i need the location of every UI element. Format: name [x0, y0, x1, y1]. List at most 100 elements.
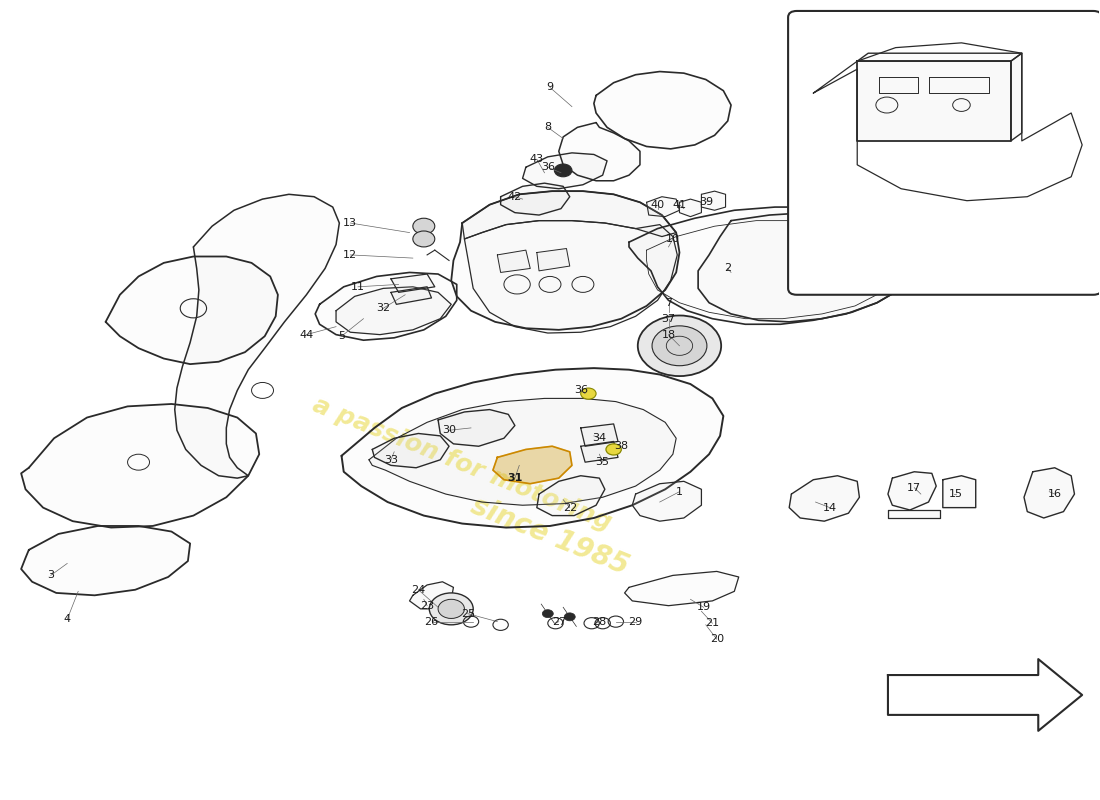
- Polygon shape: [451, 191, 680, 330]
- Text: 22: 22: [562, 502, 576, 513]
- Text: 24: 24: [411, 585, 426, 594]
- Polygon shape: [680, 199, 702, 217]
- Text: 2: 2: [724, 263, 732, 274]
- Text: 33: 33: [384, 454, 398, 465]
- Text: 8: 8: [544, 122, 551, 132]
- Polygon shape: [1011, 54, 1022, 141]
- Polygon shape: [368, 398, 676, 506]
- Polygon shape: [336, 286, 451, 334]
- Polygon shape: [594, 71, 732, 149]
- FancyBboxPatch shape: [788, 11, 1100, 294]
- Polygon shape: [390, 274, 435, 292]
- Text: 17: 17: [908, 482, 922, 493]
- Text: 20: 20: [710, 634, 724, 644]
- Polygon shape: [537, 249, 570, 271]
- Text: 19: 19: [696, 602, 711, 612]
- Text: 3: 3: [47, 570, 54, 580]
- Text: 41: 41: [672, 200, 686, 210]
- Circle shape: [652, 326, 707, 366]
- Text: since 1985: since 1985: [468, 491, 632, 580]
- Polygon shape: [857, 61, 1011, 141]
- Polygon shape: [559, 122, 640, 181]
- Polygon shape: [341, 368, 724, 527]
- Text: 21: 21: [705, 618, 719, 628]
- Polygon shape: [888, 472, 936, 510]
- Text: 42: 42: [508, 192, 522, 202]
- Text: 7: 7: [664, 298, 672, 308]
- Text: 43: 43: [530, 154, 543, 164]
- Text: 12: 12: [343, 250, 358, 260]
- Circle shape: [581, 388, 596, 399]
- Text: 31: 31: [507, 473, 522, 483]
- Text: 15: 15: [949, 489, 962, 499]
- Polygon shape: [702, 191, 726, 210]
- Text: 38: 38: [614, 442, 628, 451]
- Polygon shape: [372, 434, 449, 468]
- Polygon shape: [943, 476, 976, 508]
- Text: a passion for motoring: a passion for motoring: [309, 393, 615, 535]
- Text: 10: 10: [666, 234, 680, 244]
- Circle shape: [412, 218, 434, 234]
- Circle shape: [412, 231, 434, 247]
- Text: 1: 1: [676, 486, 683, 497]
- Text: 11: 11: [351, 282, 365, 292]
- Polygon shape: [390, 286, 431, 304]
- Text: 29: 29: [628, 617, 642, 626]
- Polygon shape: [1024, 468, 1075, 518]
- Text: 37: 37: [661, 314, 675, 324]
- Text: 34: 34: [592, 434, 606, 443]
- Text: 35: 35: [596, 457, 609, 467]
- Circle shape: [667, 336, 693, 355]
- Polygon shape: [857, 54, 1022, 61]
- Polygon shape: [625, 571, 739, 606]
- Text: 5: 5: [338, 331, 345, 342]
- Polygon shape: [629, 207, 921, 324]
- Circle shape: [438, 599, 464, 618]
- Text: 30: 30: [442, 426, 456, 435]
- Text: 14: 14: [823, 502, 837, 513]
- Polygon shape: [888, 659, 1082, 731]
- Text: 13: 13: [343, 218, 358, 228]
- Text: 6: 6: [821, 88, 828, 98]
- Polygon shape: [21, 526, 190, 595]
- Text: 32: 32: [376, 303, 390, 314]
- Circle shape: [564, 613, 575, 621]
- Text: 9: 9: [547, 82, 553, 93]
- Circle shape: [542, 610, 553, 618]
- Polygon shape: [464, 221, 678, 333]
- Text: 28: 28: [592, 617, 606, 626]
- Text: 4: 4: [64, 614, 70, 624]
- Polygon shape: [21, 404, 260, 527]
- Text: 36: 36: [541, 162, 554, 172]
- Text: 6: 6: [821, 32, 828, 42]
- Polygon shape: [789, 476, 859, 521]
- Circle shape: [638, 315, 722, 376]
- Polygon shape: [647, 197, 680, 217]
- Text: 36: 36: [574, 386, 587, 395]
- Circle shape: [429, 593, 473, 625]
- Polygon shape: [522, 153, 607, 189]
- Circle shape: [554, 164, 572, 177]
- Polygon shape: [537, 476, 605, 515]
- Polygon shape: [316, 273, 456, 340]
- Polygon shape: [175, 194, 339, 478]
- Text: 18: 18: [661, 330, 675, 340]
- Polygon shape: [581, 442, 618, 462]
- Polygon shape: [813, 43, 1082, 201]
- Polygon shape: [106, 257, 278, 364]
- Text: 39: 39: [698, 198, 713, 207]
- Polygon shape: [409, 582, 453, 609]
- Polygon shape: [581, 424, 618, 446]
- Text: 25: 25: [461, 609, 475, 618]
- Polygon shape: [493, 446, 572, 484]
- Text: 44: 44: [299, 330, 314, 340]
- Text: 27: 27: [552, 617, 565, 626]
- Polygon shape: [632, 482, 702, 521]
- Polygon shape: [698, 213, 912, 322]
- Polygon shape: [500, 183, 570, 215]
- Polygon shape: [888, 510, 939, 518]
- Text: 23: 23: [420, 601, 434, 610]
- Text: 26: 26: [425, 617, 439, 626]
- Polygon shape: [462, 191, 676, 239]
- Text: 16: 16: [1047, 489, 1062, 499]
